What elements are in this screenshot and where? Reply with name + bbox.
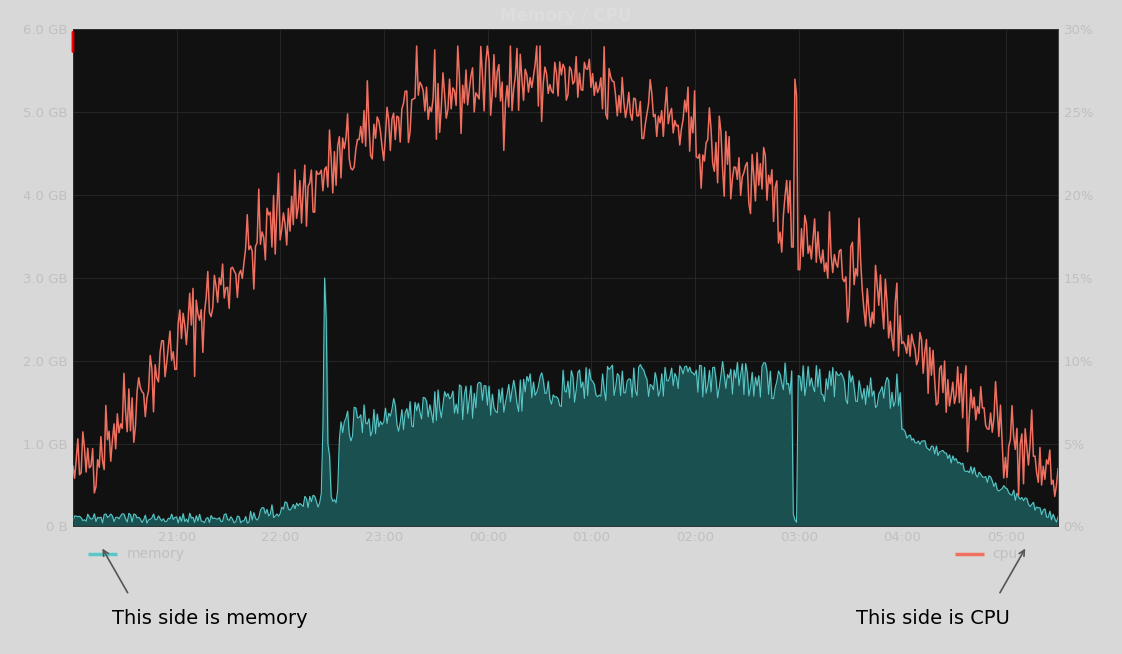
- Text: cpu: cpu: [992, 547, 1018, 561]
- Text: This side is memory: This side is memory: [112, 608, 307, 628]
- Text: This side is CPU: This side is CPU: [856, 608, 1010, 628]
- Title: Memory / CPU: Memory / CPU: [499, 7, 632, 25]
- Text: memory: memory: [127, 547, 185, 561]
